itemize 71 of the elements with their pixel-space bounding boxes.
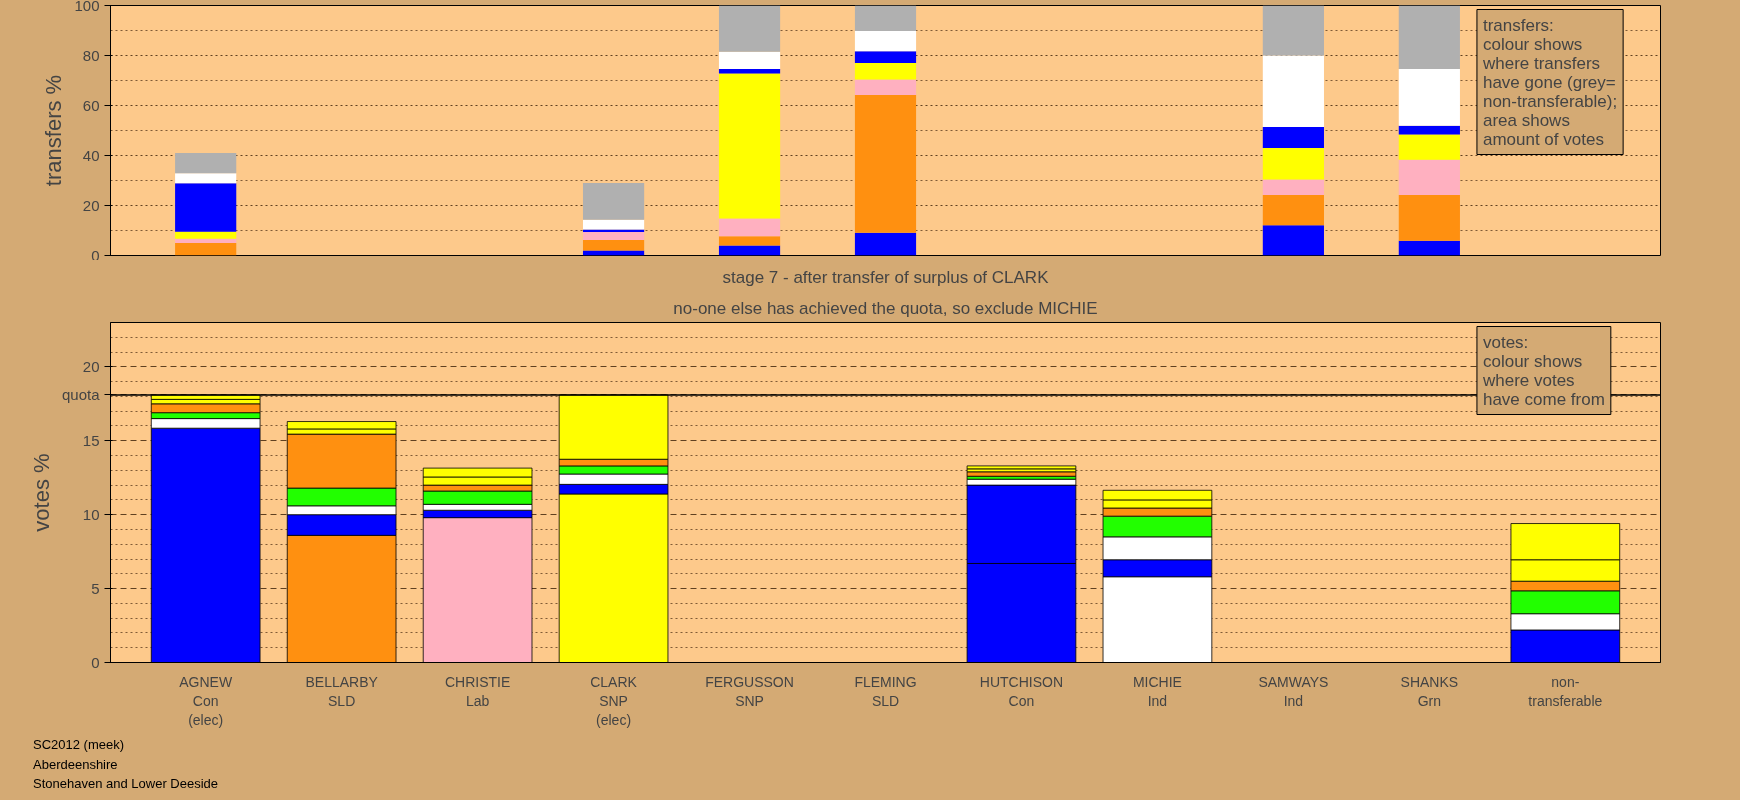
x-tick-label: BELLARBY SLD [305, 673, 379, 709]
y-tick-label: 0 [91, 654, 100, 671]
y-axis-title: transfers % [41, 74, 67, 187]
y-tick-label: 40 [82, 146, 100, 164]
bar [1398, 69, 1460, 126]
bar [1398, 240, 1460, 256]
bar [582, 183, 645, 220]
y-tick-label: 0 [91, 246, 100, 264]
bar [582, 232, 645, 240]
bar [175, 238, 237, 243]
text: Stonehaven and Lower Deeside [33, 776, 219, 791]
bar [854, 79, 917, 95]
bar [582, 219, 645, 230]
ref-line-label: quota [61, 386, 101, 404]
text: Aberdeenshire [33, 756, 118, 772]
bar [1262, 195, 1324, 226]
bar [1262, 55, 1324, 127]
bar [175, 243, 237, 256]
x-tick-label: FLEMING SLD [854, 673, 917, 709]
x-tick-label: AGNEW Con (elec) [179, 673, 233, 728]
x-tick-label: FERGUSSON SNP [705, 673, 794, 709]
bar [1398, 159, 1460, 195]
y-tick-label: 5 [91, 580, 100, 598]
x-tick-label: MICHIE Ind [1132, 673, 1182, 709]
bar [966, 471, 1077, 477]
bar [1398, 195, 1460, 241]
y-tick-label: 100 [74, 0, 100, 14]
y-tick-label: 60 [82, 96, 100, 114]
bar [718, 218, 781, 237]
bar [854, 63, 917, 80]
x-tick-label: CLARK SNP (elec) [590, 673, 638, 728]
bar [175, 173, 237, 184]
x-tick-label: CHRISTIE Lab [444, 673, 511, 709]
bar [1262, 127, 1324, 148]
bar [1262, 148, 1324, 180]
bar [854, 95, 917, 233]
y-tick-label: 20 [82, 358, 100, 376]
y-tick-label: 15 [82, 432, 100, 450]
bar [1398, 134, 1460, 160]
x-tick-label: non- transferable [1528, 673, 1603, 709]
bar [718, 69, 781, 74]
bar [1262, 5, 1324, 56]
bar [1398, 125, 1460, 135]
x-tick-label: HUTCHISON Con [979, 673, 1064, 709]
bar [718, 73, 781, 219]
x-tick-label: SAMWAYS Ind [1258, 673, 1329, 709]
bar [718, 5, 781, 52]
y-tick-label: 80 [82, 46, 100, 64]
annotation: transfers: colour shows where transfers have gone (grey= non-transferable); area shows amount of votes [1481, 15, 1618, 149]
text: SC2012 (meek) [33, 737, 125, 752]
bar [582, 240, 645, 251]
chart-title: stage 7 - after transfer of surplus of CLARK [722, 267, 1050, 287]
bar [175, 153, 237, 174]
y-axis-title: votes % [28, 453, 54, 532]
y-tick-label: 10 [82, 506, 100, 524]
bar [854, 51, 917, 63]
bar [1262, 179, 1324, 195]
x-tick-label: SHANKS Grn [1400, 673, 1459, 709]
y-tick-label: 20 [82, 196, 100, 214]
bar [718, 245, 781, 256]
bar [175, 231, 237, 239]
bar [1398, 5, 1460, 69]
bar [718, 236, 781, 246]
bar [854, 31, 917, 52]
annotation: votes: colour shows where votes have come from [1481, 332, 1605, 409]
bar [175, 183, 237, 232]
bar [718, 51, 781, 69]
bar [854, 232, 917, 256]
bar [1262, 225, 1324, 256]
bar [854, 5, 917, 31]
chart-subtitle: no-one else has achieved the quota, so exclude MICHIE [673, 298, 1098, 318]
